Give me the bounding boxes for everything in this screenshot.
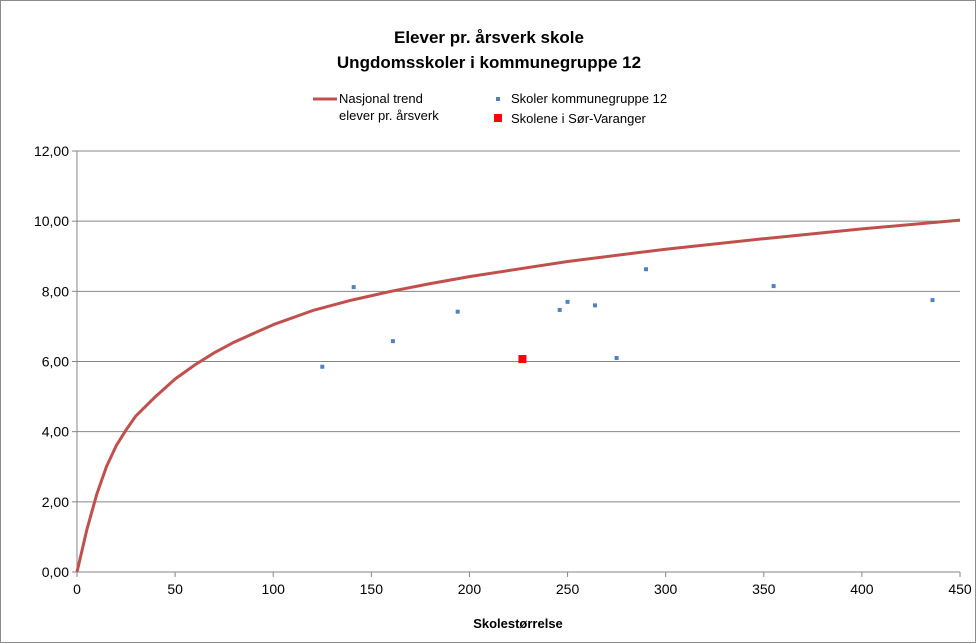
trend-line	[75, 218, 961, 573]
school-point	[593, 303, 598, 308]
y-tick-label: 6,00	[42, 354, 69, 370]
legend-sor-varanger-label: Skolene i Sør-Varanger	[511, 111, 647, 126]
x-tick-label: 400	[850, 581, 874, 597]
sor-varanger-point	[518, 355, 527, 364]
legend-schools-label: Skoler kommunegruppe 12	[511, 91, 667, 106]
x-tick-label: 450	[948, 581, 972, 597]
school-point	[930, 298, 935, 303]
legend: Nasjonal trend elever pr. årsverk Skoler…	[313, 91, 667, 126]
school-point	[614, 355, 619, 360]
school-point	[351, 285, 356, 290]
chart-title-line-2: Ungdomsskoler i kommunegruppe 12	[337, 53, 641, 72]
school-point	[565, 299, 570, 304]
x-tick-label: 150	[360, 581, 384, 597]
x-tick-label: 50	[167, 581, 183, 597]
x-axis-label: Skolestørrelse	[473, 616, 563, 631]
school-point	[455, 309, 460, 314]
legend-sor-varanger-swatch	[494, 114, 502, 122]
y-axis-ticks: 0,00 2,00 4,00 6,00 8,00 10,00 12,00	[34, 143, 77, 580]
chart-title-line-1: Elever pr. årsverk skole	[394, 28, 584, 47]
y-tick-label: 2,00	[42, 494, 69, 510]
x-tick-label: 350	[752, 581, 776, 597]
school-point	[390, 339, 395, 344]
school-point	[771, 284, 776, 289]
x-tick-label: 250	[556, 581, 580, 597]
series-layer	[75, 218, 961, 573]
gridlines	[77, 150, 960, 503]
x-tick-label: 300	[654, 581, 678, 597]
y-tick-label: 10,00	[34, 213, 69, 229]
school-point	[320, 364, 325, 369]
x-axis-ticks: 0 50 100 150 200 250 300 350 400 450	[73, 572, 972, 597]
y-tick-label: 4,00	[42, 424, 69, 440]
y-tick-label: 12,00	[34, 143, 69, 159]
school-point	[557, 307, 562, 312]
legend-trend-label-1: Nasjonal trend	[339, 91, 423, 106]
school-point	[644, 267, 649, 272]
legend-schools-swatch	[496, 97, 500, 101]
x-tick-label: 0	[73, 581, 81, 597]
y-tick-label: 0,00	[42, 564, 69, 580]
axes	[76, 151, 960, 573]
legend-trend-label-2: elever pr. årsverk	[339, 108, 439, 123]
y-tick-label: 8,00	[42, 283, 69, 299]
x-tick-label: 200	[458, 581, 482, 597]
x-tick-label: 100	[262, 581, 286, 597]
